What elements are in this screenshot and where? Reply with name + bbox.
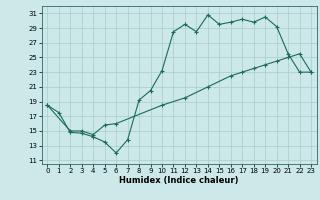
X-axis label: Humidex (Indice chaleur): Humidex (Indice chaleur) [119, 176, 239, 185]
